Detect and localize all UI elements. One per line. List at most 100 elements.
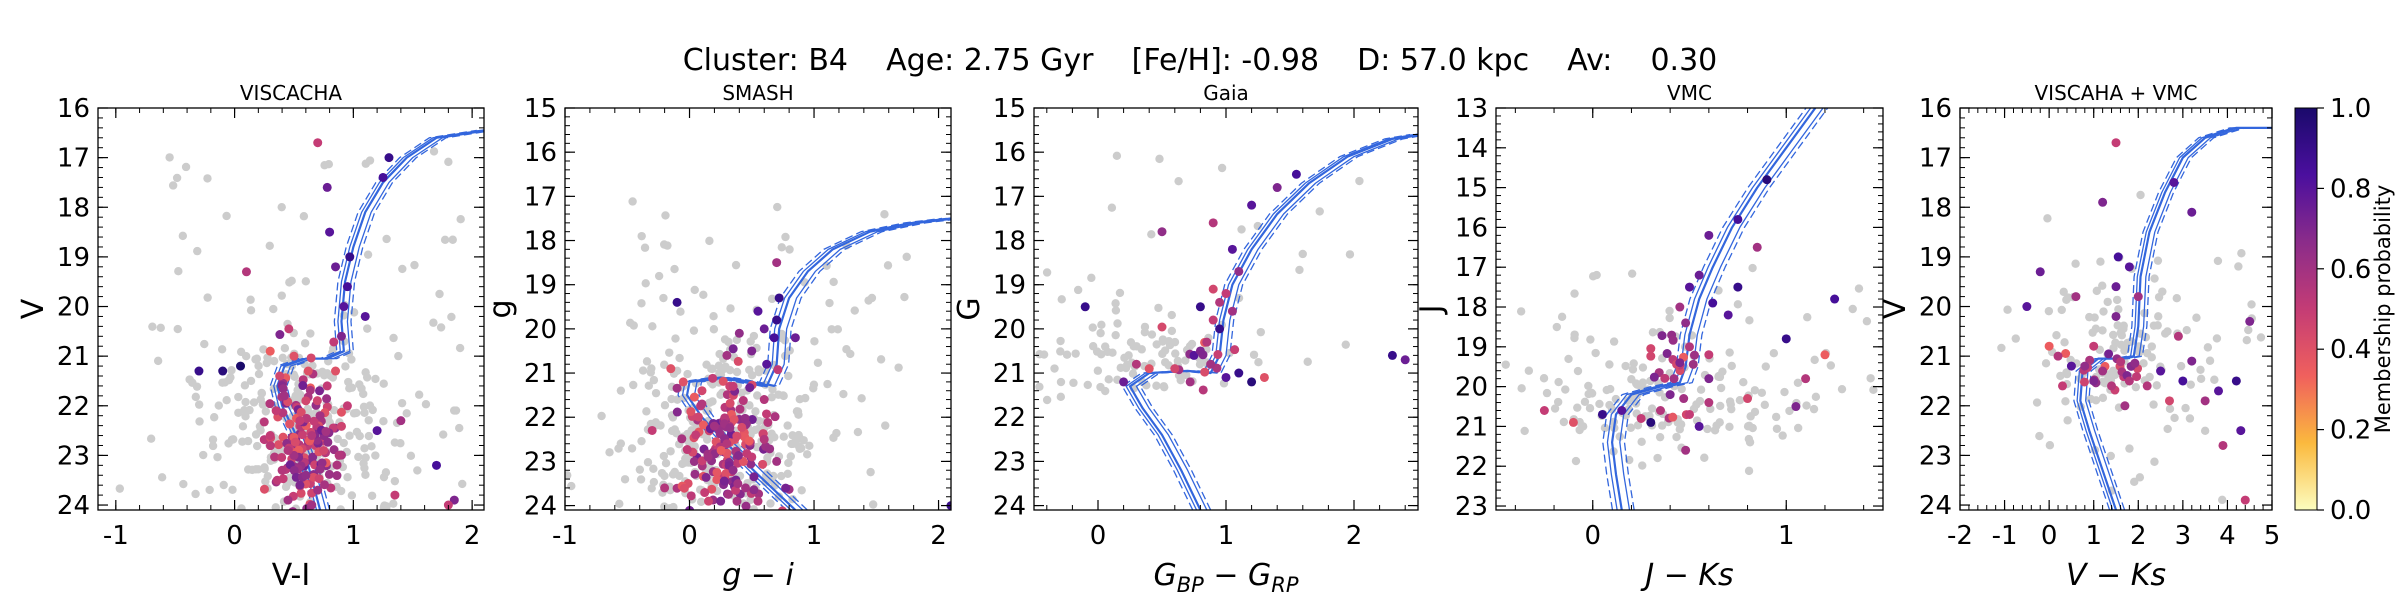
panel-1: -1 0 1 2 16 17 18 19 20 21 22 23 24 VISCACHA V-I V bbox=[16, 81, 485, 593]
member-star bbox=[278, 474, 288, 484]
field-star bbox=[1735, 396, 1745, 405]
field-star bbox=[2149, 400, 2158, 409]
field-star bbox=[2106, 451, 2115, 461]
field-star bbox=[864, 296, 873, 305]
field-star bbox=[676, 307, 685, 316]
member-star bbox=[1649, 372, 1659, 382]
member-star bbox=[2061, 348, 2071, 358]
y-tick-label: 24 bbox=[524, 492, 557, 522]
ticks: 0 1 13 14 15 16 17 18 19 20 21 22 23 bbox=[1455, 94, 1883, 551]
field-star bbox=[705, 398, 714, 407]
field-star bbox=[797, 443, 806, 453]
field-star bbox=[1793, 423, 1803, 433]
y-tick-label: 19 bbox=[57, 243, 90, 273]
field-star bbox=[661, 211, 670, 220]
member-stars bbox=[1539, 175, 1840, 455]
member-star bbox=[1723, 310, 1733, 320]
member-star bbox=[449, 495, 459, 505]
field-star bbox=[850, 306, 859, 315]
ticks: -1 0 1 2 16 17 18 19 20 21 22 23 24 bbox=[57, 94, 484, 551]
field-star bbox=[448, 235, 457, 244]
field-star bbox=[1615, 432, 1624, 441]
member-star bbox=[323, 437, 333, 447]
field-star bbox=[379, 379, 388, 388]
field-star bbox=[193, 246, 202, 256]
field-star bbox=[1096, 328, 1105, 338]
field-star bbox=[2052, 331, 2061, 340]
field-star bbox=[398, 264, 407, 274]
field-star bbox=[156, 323, 165, 333]
field-star bbox=[2182, 326, 2191, 335]
isochrone bbox=[1602, 108, 1829, 510]
member-star bbox=[734, 328, 744, 338]
field-star bbox=[1088, 323, 1097, 332]
member-star bbox=[336, 407, 346, 417]
field-star bbox=[762, 469, 772, 478]
field-star bbox=[657, 468, 667, 478]
field-star bbox=[287, 276, 296, 286]
field-star bbox=[296, 390, 305, 399]
colorbar: 0.0 0.2 0.4 0.6 0.8 1.0 Membership probabilit… bbox=[2294, 94, 2395, 526]
member-star bbox=[2173, 331, 2183, 341]
field-star bbox=[1147, 330, 1157, 339]
member-star bbox=[2066, 361, 2076, 371]
member-star bbox=[297, 430, 307, 440]
member-star bbox=[772, 315, 782, 325]
member-star bbox=[2022, 302, 2032, 312]
field-star bbox=[1733, 300, 1743, 309]
isochrone-line bbox=[1135, 134, 1418, 510]
y-tick-label: 19 bbox=[524, 271, 557, 301]
field-star bbox=[363, 324, 372, 333]
field-star bbox=[719, 364, 728, 374]
field-star bbox=[1573, 366, 1583, 376]
field-star bbox=[379, 416, 388, 426]
field-star bbox=[753, 391, 762, 400]
member-star bbox=[279, 391, 289, 401]
member-star bbox=[1568, 417, 1578, 427]
field-star bbox=[794, 410, 803, 419]
field-star bbox=[774, 492, 784, 501]
field-star bbox=[429, 318, 438, 327]
field-star bbox=[390, 476, 400, 486]
member-star bbox=[729, 517, 738, 526]
field-star bbox=[615, 499, 624, 509]
field-star bbox=[671, 556, 679, 564]
field-star bbox=[1703, 424, 1712, 434]
field-star bbox=[883, 261, 893, 270]
field-star bbox=[224, 439, 233, 448]
field-star bbox=[1073, 285, 1083, 295]
member-star bbox=[1704, 350, 1714, 360]
field-star bbox=[1837, 384, 1847, 394]
field-star bbox=[318, 367, 327, 376]
member-star bbox=[725, 423, 735, 433]
member-star bbox=[1230, 345, 1240, 355]
field-star bbox=[240, 381, 250, 390]
field-star bbox=[203, 174, 212, 183]
field-star bbox=[447, 312, 456, 322]
field-star bbox=[1570, 289, 1579, 298]
field-star bbox=[2203, 343, 2213, 352]
x-tick-label: 1 bbox=[2085, 521, 2102, 551]
member-star bbox=[763, 417, 773, 427]
member-star bbox=[647, 425, 657, 435]
member-star bbox=[313, 485, 323, 495]
member-star bbox=[325, 227, 335, 237]
field-star bbox=[1111, 330, 1120, 340]
field-star bbox=[1785, 406, 1794, 416]
field-star bbox=[269, 356, 279, 366]
field-star bbox=[389, 333, 398, 343]
field-star bbox=[675, 353, 684, 363]
field-star bbox=[647, 484, 656, 493]
isochrone-line bbox=[1121, 133, 1411, 510]
field-star bbox=[360, 444, 369, 453]
isochrone-line bbox=[1610, 108, 1817, 510]
member-star bbox=[712, 467, 722, 477]
field-star bbox=[779, 432, 788, 441]
field-star bbox=[1591, 348, 1600, 358]
member-star bbox=[1704, 374, 1714, 384]
member-star bbox=[732, 431, 742, 441]
member-star bbox=[1597, 409, 1607, 419]
colorbar-tick-label: 0.2 bbox=[2330, 416, 2371, 446]
member-star bbox=[278, 384, 288, 394]
field-star bbox=[1108, 348, 1117, 357]
